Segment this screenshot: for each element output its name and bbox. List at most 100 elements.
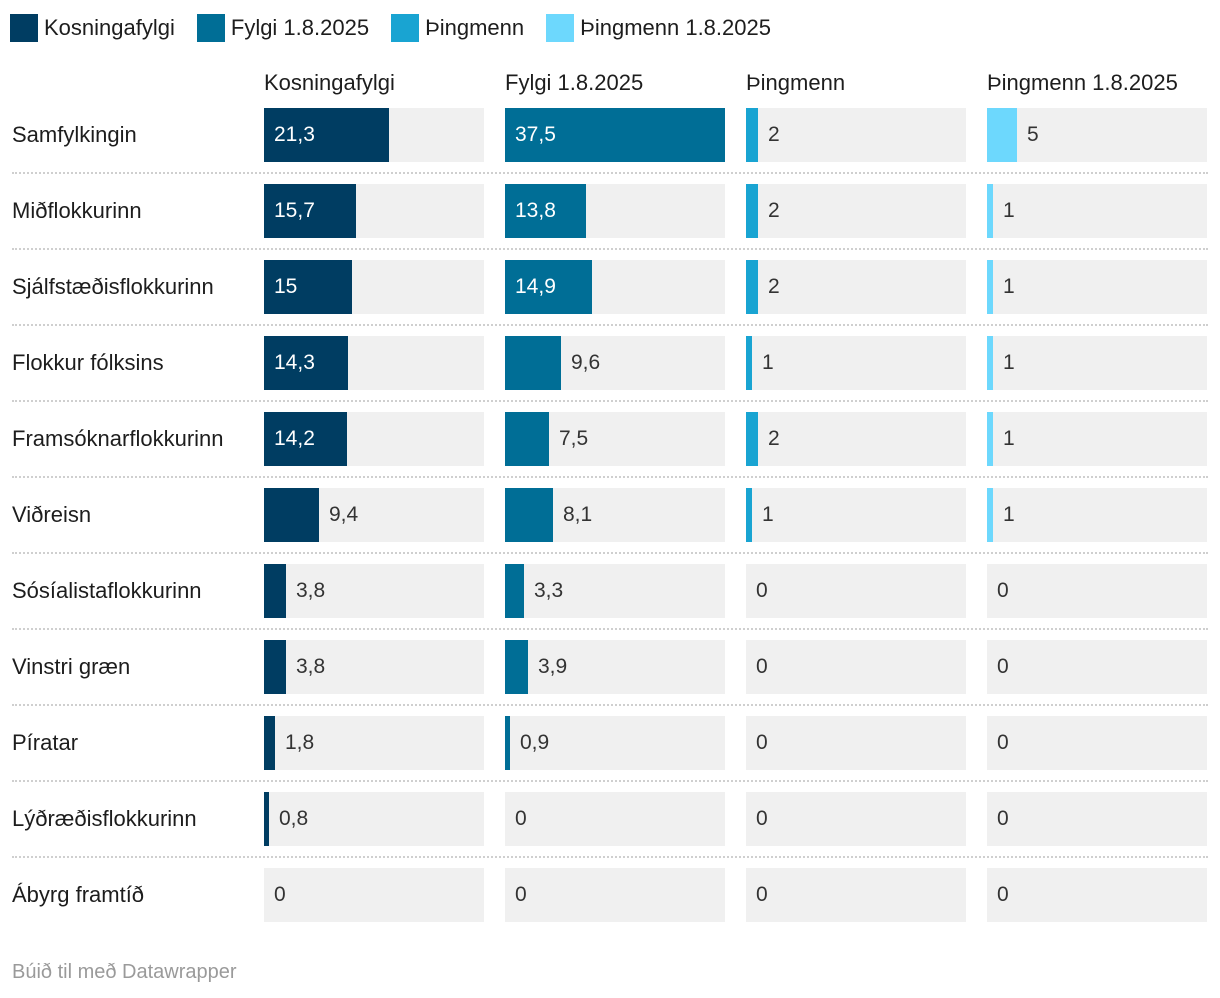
value-label: 9,4 (329, 503, 359, 526)
bar (987, 108, 1017, 162)
value-label: 14,9 (515, 275, 556, 298)
value-label: 1 (1003, 199, 1015, 222)
bar (505, 336, 561, 390)
value-label: 14,3 (274, 351, 315, 374)
legend-swatch-thingmenn (391, 14, 420, 42)
row-label: Sósíalistaflokkurinn (12, 578, 202, 603)
cell-track: 0 (505, 792, 725, 846)
value-label: 0,8 (279, 807, 309, 830)
value-label: 3,8 (296, 579, 326, 602)
column-header-thingmenn: Þingmenn (746, 70, 846, 95)
column-header-fylgi: Fylgi 1.8.2025 (505, 70, 644, 95)
bar (264, 412, 347, 466)
value-label: 0 (997, 883, 1009, 906)
row-label: Flokkur fólksins (12, 350, 164, 375)
row-label: Ábyrg framtíð (12, 882, 145, 907)
row-label: Samfylkingin (12, 122, 137, 147)
legend-item-thingmenn: Þingmenn (391, 14, 524, 42)
cell-track: 0 (746, 716, 966, 770)
bar (746, 108, 758, 162)
cell-track: 0 (987, 564, 1207, 618)
cell-track: 9,4 (264, 488, 484, 542)
value-label: 1 (762, 351, 774, 374)
cell-track: 7,5 (505, 412, 725, 466)
value-label: 0 (997, 731, 1009, 754)
cell-track: 21,3 (264, 108, 484, 162)
bar (746, 184, 758, 238)
value-label: 2 (768, 199, 780, 222)
bar (264, 716, 275, 770)
cell-track: 37,5 (505, 108, 725, 162)
cell-track: 14,9 (505, 260, 725, 314)
value-label: 0 (756, 655, 768, 678)
row-label: Píratar (12, 730, 79, 755)
value-label: 0 (997, 579, 1009, 602)
footer-credit: Búið til með Datawrapper (12, 961, 237, 983)
value-label: 2 (768, 275, 780, 298)
value-label: 0 (756, 579, 768, 602)
cell-track: 9,6 (505, 336, 725, 390)
cell-track: 0,8 (264, 792, 484, 846)
cell-track: 0,9 (505, 716, 725, 770)
value-label: 3,3 (534, 579, 564, 602)
value-label: 13,8 (515, 199, 556, 222)
value-label: 3,9 (538, 655, 568, 678)
value-label: 5 (1027, 123, 1039, 146)
row-label: Framsóknarflokkurinn (12, 426, 224, 451)
bar (264, 184, 356, 238)
value-label: 7,5 (559, 427, 589, 450)
bar (264, 108, 389, 162)
value-label: 15 (274, 275, 298, 298)
row-divider (12, 400, 1208, 402)
row-label: Vinstri græn (12, 654, 131, 679)
bar (505, 564, 524, 618)
cell-track: 1 (987, 260, 1207, 314)
cell-track: 8,1 (505, 488, 725, 542)
bar (746, 336, 752, 390)
bar (264, 336, 348, 390)
cell-track: 5 (987, 108, 1207, 162)
column-header-kosningafylgi: Kosningafylgi (264, 70, 395, 95)
bar (746, 260, 758, 314)
value-label: 1 (1003, 275, 1015, 298)
value-label: 9,6 (571, 351, 601, 374)
legend-item-thingmenn-2025: Þingmenn 1.8.2025 (546, 14, 771, 42)
value-label: 1 (1003, 427, 1015, 450)
cell-track: 2 (746, 184, 966, 238)
value-label: 2 (768, 123, 780, 146)
value-label: 14,2 (274, 427, 315, 450)
legend-swatch-thingmenn-2025 (546, 14, 575, 42)
value-label: 8,1 (563, 503, 593, 526)
row-divider (12, 856, 1208, 858)
bar (264, 488, 319, 542)
bar (264, 564, 286, 618)
value-label: 15,7 (274, 199, 315, 222)
row-label: Lýðræðisflokkurinn (12, 806, 197, 831)
cell-track: 2 (746, 260, 966, 314)
row-divider (12, 628, 1208, 630)
cell-track: 14,3 (264, 336, 484, 390)
legend-label: Þingmenn (425, 15, 525, 40)
cell-track: 3,3 (505, 564, 725, 618)
row-divider (12, 780, 1208, 782)
row-divider (12, 704, 1208, 706)
bar (505, 412, 549, 466)
value-label: 1 (1003, 351, 1015, 374)
value-label: 0 (997, 655, 1009, 678)
bar (264, 640, 286, 694)
cell-track: 0 (264, 868, 484, 922)
bar (987, 336, 993, 390)
legend-item-fylgi: Fylgi 1.8.2025 (196, 14, 369, 42)
row-divider (12, 552, 1208, 554)
cell-track: 0 (746, 564, 966, 618)
value-label: 0 (756, 807, 768, 830)
cell-track: 0 (987, 868, 1207, 922)
bar (505, 716, 510, 770)
bar (264, 260, 352, 314)
cell-track: 14,2 (264, 412, 484, 466)
row-divider (12, 172, 1208, 174)
bar (987, 184, 993, 238)
value-label: 1,8 (285, 731, 315, 754)
value-label: 0 (515, 883, 527, 906)
value-label: 0 (756, 883, 768, 906)
